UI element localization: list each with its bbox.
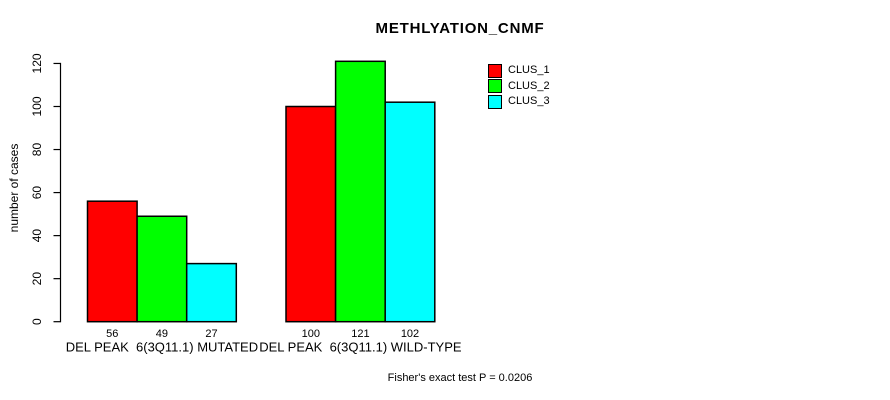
y-tick-label: 20 — [30, 272, 44, 286]
bar-value-label: 56 — [106, 328, 118, 340]
legend-swatch-clus_3 — [488, 94, 502, 109]
bar-value-label: 49 — [156, 328, 168, 340]
bar-value-label: 121 — [351, 328, 369, 340]
chart-title: METHLYATION_CNMF — [375, 20, 545, 37]
bar-clus_3-group1 — [185, 262, 238, 323]
y-tick-label: 0 — [30, 318, 44, 325]
legend-item-clus_3: CLUS_3 — [488, 94, 550, 109]
group-label: DEL PEAK 6(3Q11.1) MUTATED — [66, 340, 258, 355]
legend-label: CLUS_3 — [508, 95, 550, 107]
bar-value-label: 27 — [205, 328, 217, 340]
annotation-text: Fisher's exact test P = 0.0206 — [387, 372, 533, 384]
y-tick-label: 120 — [30, 53, 44, 73]
legend-label: CLUS_1 — [508, 64, 550, 76]
legend-label: CLUS_2 — [508, 79, 550, 92]
legend: CLUS_1 CLUS_2 CLUS_3 — [488, 63, 550, 111]
bar-value-label: 102 — [401, 328, 419, 340]
y-tick-label: 100 — [30, 96, 44, 116]
group-label: DEL PEAK 6(3Q11.1) WILD-TYPE — [259, 340, 462, 355]
legend-swatch-clus_1 — [488, 63, 502, 78]
bar-clus_1-group2 — [285, 105, 337, 323]
bar-clus_3-group2 — [384, 101, 436, 323]
y-tick-label: 40 — [30, 229, 44, 243]
legend-item-clus_2: CLUS_2 — [488, 79, 550, 93]
legend-item-clus_1: CLUS_1 — [488, 63, 550, 78]
bar-value-label: 100 — [302, 328, 320, 340]
y-tick-label: 80 — [30, 143, 44, 157]
legend-swatch-clus_2 — [488, 79, 502, 93]
y-tick-label: 60 — [30, 186, 44, 200]
bar-clus_2-group2 — [334, 60, 386, 323]
bar-clus_2-group1 — [136, 215, 188, 323]
bar-clus_1-group1 — [86, 200, 138, 323]
